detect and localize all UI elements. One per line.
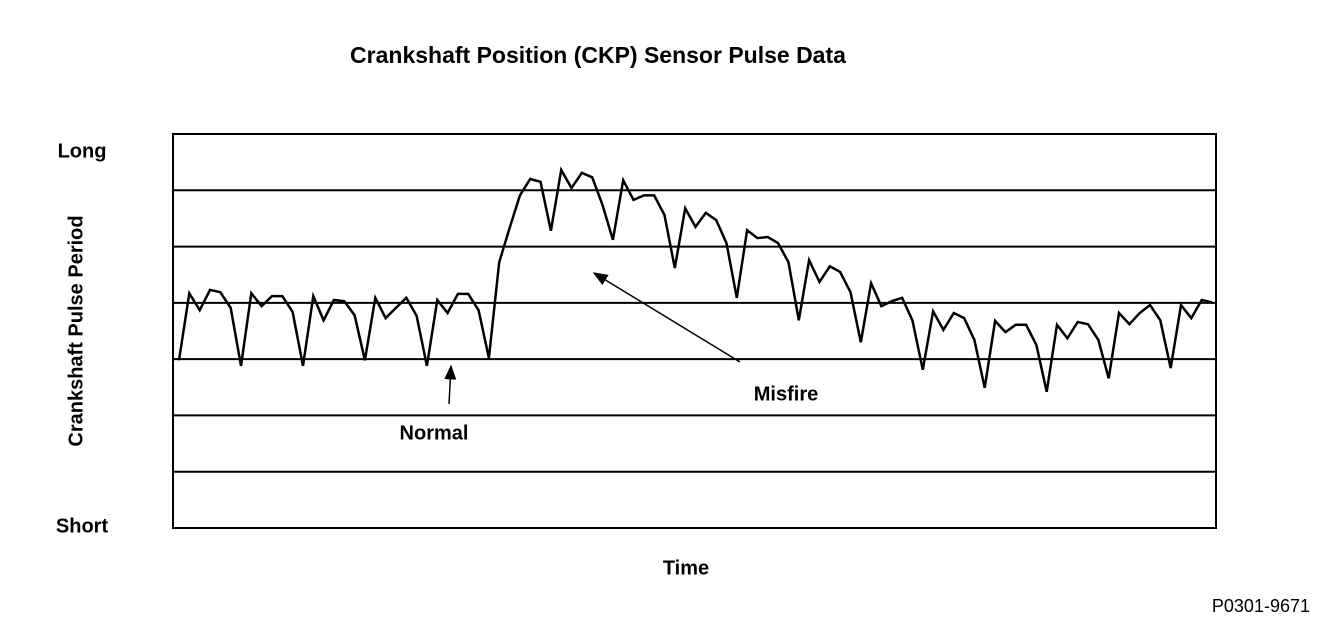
data-line bbox=[177, 166, 1213, 393]
x-axis-label: Time bbox=[663, 557, 709, 579]
y-tick-label: Short bbox=[56, 515, 109, 537]
annotation-arrow bbox=[444, 364, 457, 405]
chart-title: Crankshaft Position (CKP) Sensor Pulse D… bbox=[350, 42, 846, 68]
figure-id: P0301-9671 bbox=[1212, 596, 1310, 616]
annotation-arrow bbox=[592, 272, 741, 363]
y-tick-label: Long bbox=[58, 140, 107, 162]
annotation-label: Normal bbox=[400, 422, 469, 444]
annotation-label: Misfire bbox=[754, 383, 818, 405]
plot-frame bbox=[172, 133, 1217, 529]
y-axis-label: Crankshaft Pulse Period bbox=[65, 215, 87, 446]
